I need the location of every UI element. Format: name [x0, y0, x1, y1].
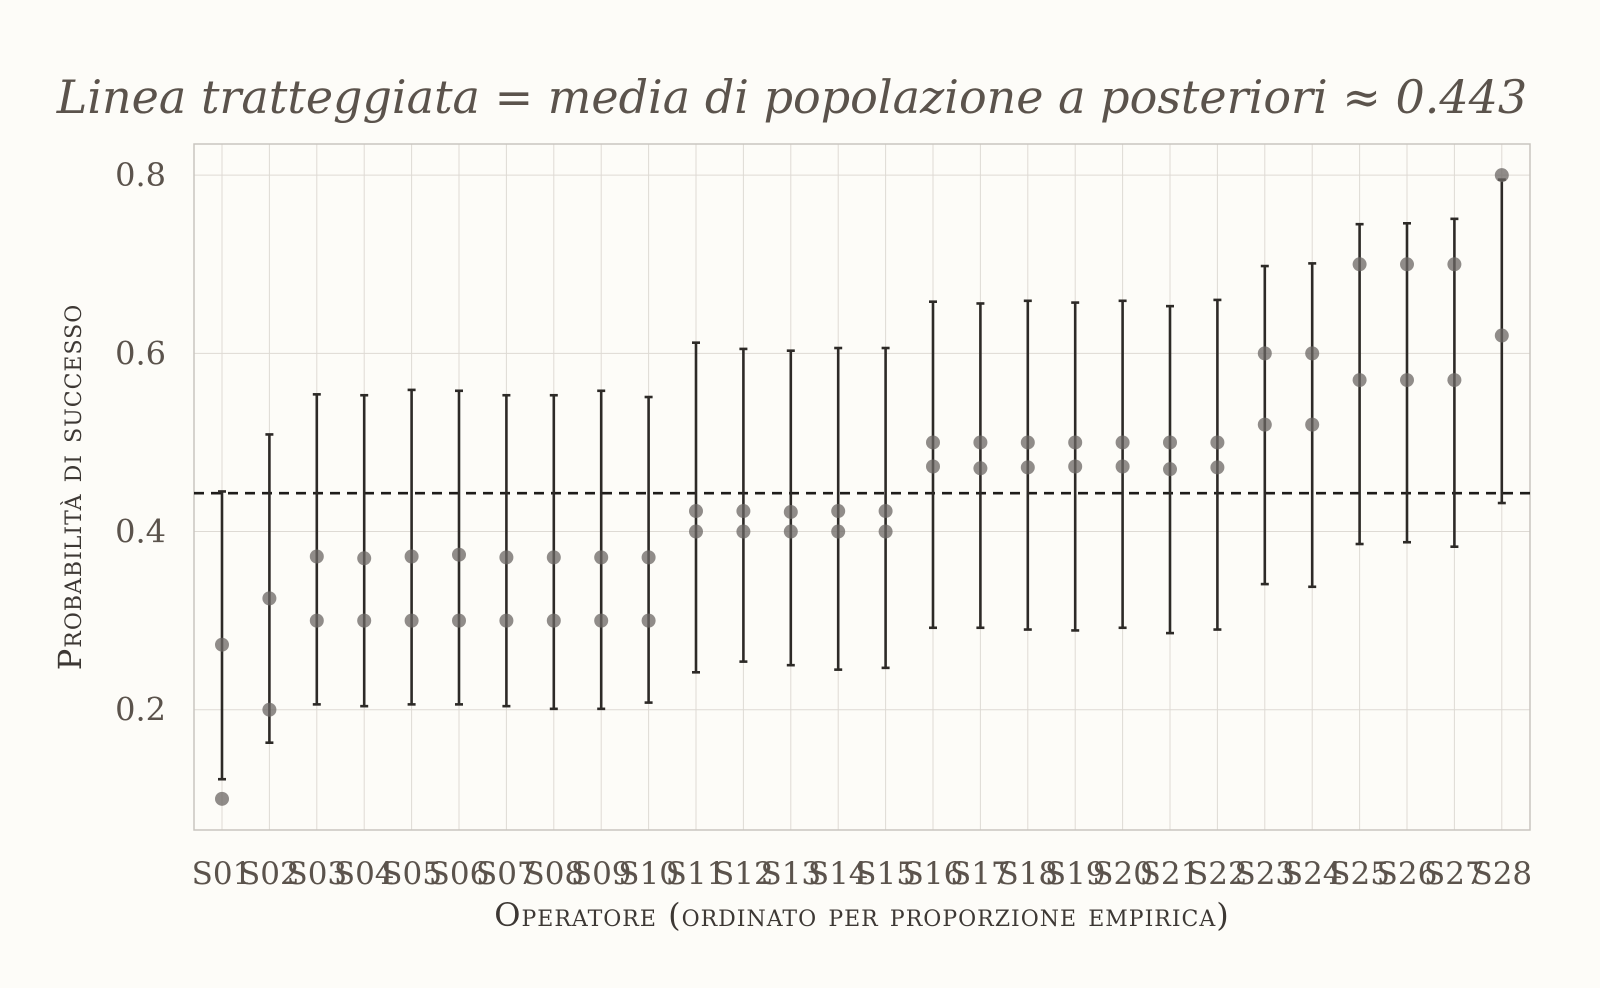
posterior-point [546, 550, 561, 565]
empirical-point [1494, 168, 1509, 183]
x-tick-label: S07 [476, 856, 537, 892]
posterior-point [1163, 462, 1177, 477]
posterior-point [1352, 373, 1367, 388]
empirical-point [1400, 257, 1414, 272]
empirical-point [404, 613, 419, 628]
posterior-point [1020, 460, 1035, 475]
empirical-point [831, 524, 846, 539]
posterior-point [1068, 459, 1083, 474]
x-tick-label: S19 [1045, 856, 1106, 892]
empirical-point [1163, 435, 1177, 450]
posterior-point [783, 504, 798, 519]
posterior-point [262, 591, 277, 606]
posterior-point [1400, 373, 1414, 388]
posterior-point [357, 551, 372, 566]
posterior-point [499, 550, 514, 565]
empirical-point [1352, 257, 1367, 272]
x-tick-label: S09 [571, 856, 632, 892]
x-tick-label: S24 [1282, 856, 1343, 892]
empirical-point [1068, 435, 1083, 450]
y-tick-label: 0.8 [115, 156, 166, 194]
empirical-point [594, 613, 609, 628]
posterior-point [309, 549, 324, 564]
empirical-point [973, 435, 988, 450]
y-tick-label: 0.6 [115, 334, 166, 372]
plot-frame [193, 143, 1531, 831]
x-axis-ticks: S01S02S03S04S05S06S07S08S09S10S11S12S13S… [192, 856, 1532, 892]
empirical-point [641, 613, 656, 628]
y-axis-ticks: 0.2 0.4 0.6 0.8 [115, 156, 166, 729]
posterior-point [689, 504, 703, 519]
x-tick-label: S20 [1092, 856, 1153, 892]
empirical-point [452, 613, 466, 628]
posterior-point [404, 549, 419, 564]
chart-title: Linea tratteggiata = media di popolazion… [56, 70, 1527, 124]
empirical-point [546, 613, 561, 628]
posterior-point [736, 504, 751, 519]
x-tick-label: S02 [239, 856, 300, 892]
x-tick-label: S21 [1140, 856, 1201, 892]
x-tick-label: S08 [523, 856, 584, 892]
x-tick-label: S13 [760, 856, 821, 892]
empirical-point [1447, 257, 1462, 272]
empirical-point [1257, 346, 1272, 361]
x-tick-label: S06 [429, 856, 490, 892]
y-tick-label: 0.4 [115, 513, 166, 551]
x-tick-label: S03 [286, 856, 347, 892]
empirical-point [262, 702, 277, 717]
empirical-point [689, 524, 703, 539]
x-tick-label: S04 [334, 856, 395, 892]
x-tick-label: S12 [713, 856, 774, 892]
posterior-point [1210, 460, 1225, 475]
empirical-point [783, 524, 798, 539]
posterior-point [452, 547, 466, 562]
x-tick-label: S28 [1471, 856, 1532, 892]
x-tick-label: S11 [666, 856, 727, 892]
posterior-point [1257, 417, 1272, 432]
posterior-point [1115, 459, 1130, 474]
x-tick-label: S14 [808, 856, 869, 892]
empirical-point [736, 524, 751, 539]
posterior-point [594, 550, 609, 565]
posterior-point [215, 637, 229, 652]
data-points [215, 168, 1509, 806]
x-tick-label: S27 [1424, 856, 1485, 892]
empirical-point [309, 613, 324, 628]
x-axis-title: Operatore (ordinato per proporzione empi… [494, 896, 1230, 934]
posterior-point [1494, 328, 1509, 343]
posterior-point [926, 459, 940, 474]
x-tick-label: S05 [381, 856, 442, 892]
x-tick-label: S16 [903, 856, 964, 892]
posterior-point [1305, 417, 1320, 432]
x-tick-label: S18 [997, 856, 1058, 892]
posterior-point [1447, 373, 1462, 388]
x-tick-label: S17 [950, 856, 1011, 892]
empirical-point [1115, 435, 1130, 450]
y-axis-title: Probabilità di successo [51, 304, 89, 671]
x-tick-label: S22 [1187, 856, 1248, 892]
empirical-point [1020, 435, 1035, 450]
grid-lines [194, 144, 1530, 830]
x-tick-label: S15 [855, 856, 916, 892]
x-tick-label: S23 [1234, 856, 1295, 892]
empirical-point [878, 524, 893, 539]
y-tick-label: 0.2 [115, 691, 166, 729]
empirical-point [1305, 346, 1320, 361]
empirical-point [926, 435, 940, 450]
x-tick-label: S26 [1377, 856, 1438, 892]
posterior-point [831, 504, 846, 519]
empirical-point [215, 791, 229, 806]
x-tick-label: S10 [618, 856, 679, 892]
posterior-point [878, 504, 893, 519]
x-tick-label: S25 [1329, 856, 1390, 892]
x-tick-label: S01 [192, 856, 253, 892]
posterior-point [641, 550, 656, 565]
empirical-point [357, 613, 372, 628]
posterior-point [973, 461, 988, 476]
empirical-point [1210, 435, 1225, 450]
empirical-point [499, 613, 514, 628]
